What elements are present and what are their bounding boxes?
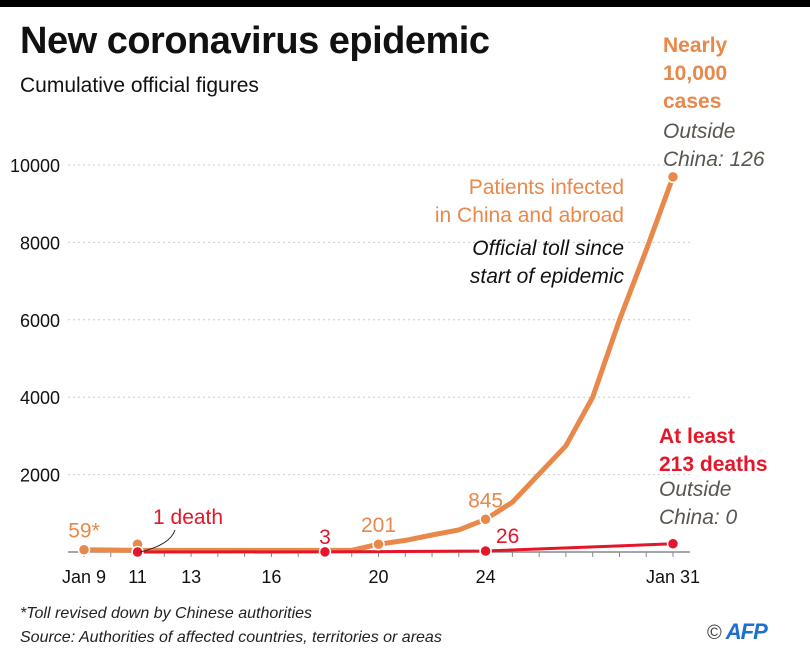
grid-lines bbox=[68, 164, 690, 476]
y-tick-label: 4000 bbox=[20, 388, 60, 408]
y-tick-label: 10000 bbox=[10, 156, 60, 176]
cases-marker bbox=[666, 170, 680, 184]
top-bar bbox=[0, 0, 810, 7]
cases-outside-line1: Outside bbox=[663, 120, 736, 143]
deaths-line bbox=[136, 542, 675, 554]
cases-marker bbox=[479, 513, 492, 526]
series-sublabel-line1: Official toll since bbox=[472, 237, 624, 260]
deaths-outside-china: Outside China: 0 bbox=[659, 476, 737, 532]
source-note: Source: Authorities of affected countrie… bbox=[20, 629, 442, 646]
y-axis: 2000 4000 6000 8000 10000 bbox=[10, 156, 60, 486]
footnote: *Toll revised down by Chinese authoritie… bbox=[20, 605, 313, 622]
series-markers bbox=[77, 170, 680, 559]
x-tick-label: 16 bbox=[261, 567, 281, 587]
series-lines bbox=[81, 174, 676, 554]
cases-headline: Nearly 10,000 cases bbox=[663, 32, 727, 116]
x-tick-label: 24 bbox=[476, 567, 496, 587]
deaths-marker bbox=[479, 544, 492, 558]
series-sublabel: Official toll since start of epidemic bbox=[470, 235, 624, 291]
deaths-marker bbox=[131, 545, 144, 559]
cases-marker bbox=[77, 543, 91, 556]
x-tick-label: 13 bbox=[181, 567, 201, 587]
series-sublabel-line2: start of epidemic bbox=[469, 265, 624, 288]
deaths-headline: At least 213 deaths bbox=[659, 423, 768, 479]
one-death-leader-line bbox=[139, 529, 176, 553]
afp-logo: AFP bbox=[725, 619, 768, 644]
deaths-data-label: 3 bbox=[319, 526, 331, 549]
cases-headline-line3: cases bbox=[663, 90, 722, 113]
cases-marker bbox=[372, 537, 385, 551]
deaths-outside-line2: China: 0 bbox=[659, 506, 738, 529]
cases-headline-line1: Nearly bbox=[663, 34, 728, 57]
y-tick-label: 6000 bbox=[20, 311, 60, 331]
series-label-line2: in China and abroad bbox=[434, 204, 624, 227]
afp-credit: © AFP bbox=[707, 619, 768, 645]
x-axis: Jan 9 11 13 16 20 24 Jan 31 bbox=[62, 551, 700, 587]
series-label-line1: Patients infected bbox=[468, 176, 624, 199]
cases-outside-china: Outside China: 126 bbox=[663, 118, 765, 174]
deaths-headline-line1: At least bbox=[659, 425, 735, 448]
chart-subtitle: Cumulative official figures bbox=[20, 74, 259, 97]
chart-title: New coronavirus epidemic bbox=[20, 20, 490, 62]
cases-headline-line2: 10,000 bbox=[663, 62, 728, 85]
cases-data-label: 59* bbox=[68, 520, 100, 543]
one-death-label: 1 death bbox=[153, 506, 224, 529]
cases-data-label: 201 bbox=[361, 514, 396, 537]
series-label-cases: Patients infected in China and abroad bbox=[435, 174, 624, 230]
copyright-icon: © bbox=[707, 622, 722, 644]
data-labels: 59* 201 845 3 26 bbox=[68, 489, 519, 553]
x-tick-label: Jan 9 bbox=[62, 567, 106, 587]
y-tick-label: 2000 bbox=[20, 466, 60, 486]
cases-line bbox=[81, 174, 676, 553]
cases-outside-line2: China: 126 bbox=[663, 148, 765, 171]
x-tick-label: 11 bbox=[128, 567, 147, 587]
y-tick-label: 8000 bbox=[20, 233, 60, 253]
deaths-headline-line2: 213 deaths bbox=[659, 453, 768, 476]
x-tick-label: Jan 31 bbox=[646, 567, 700, 587]
deaths-marker bbox=[318, 545, 332, 559]
cases-data-label: 845 bbox=[468, 489, 503, 512]
deaths-data-label: 26 bbox=[496, 525, 519, 548]
x-tick-label: 20 bbox=[368, 567, 388, 587]
deaths-outside-line1: Outside bbox=[659, 478, 732, 501]
deaths-marker bbox=[666, 537, 680, 551]
